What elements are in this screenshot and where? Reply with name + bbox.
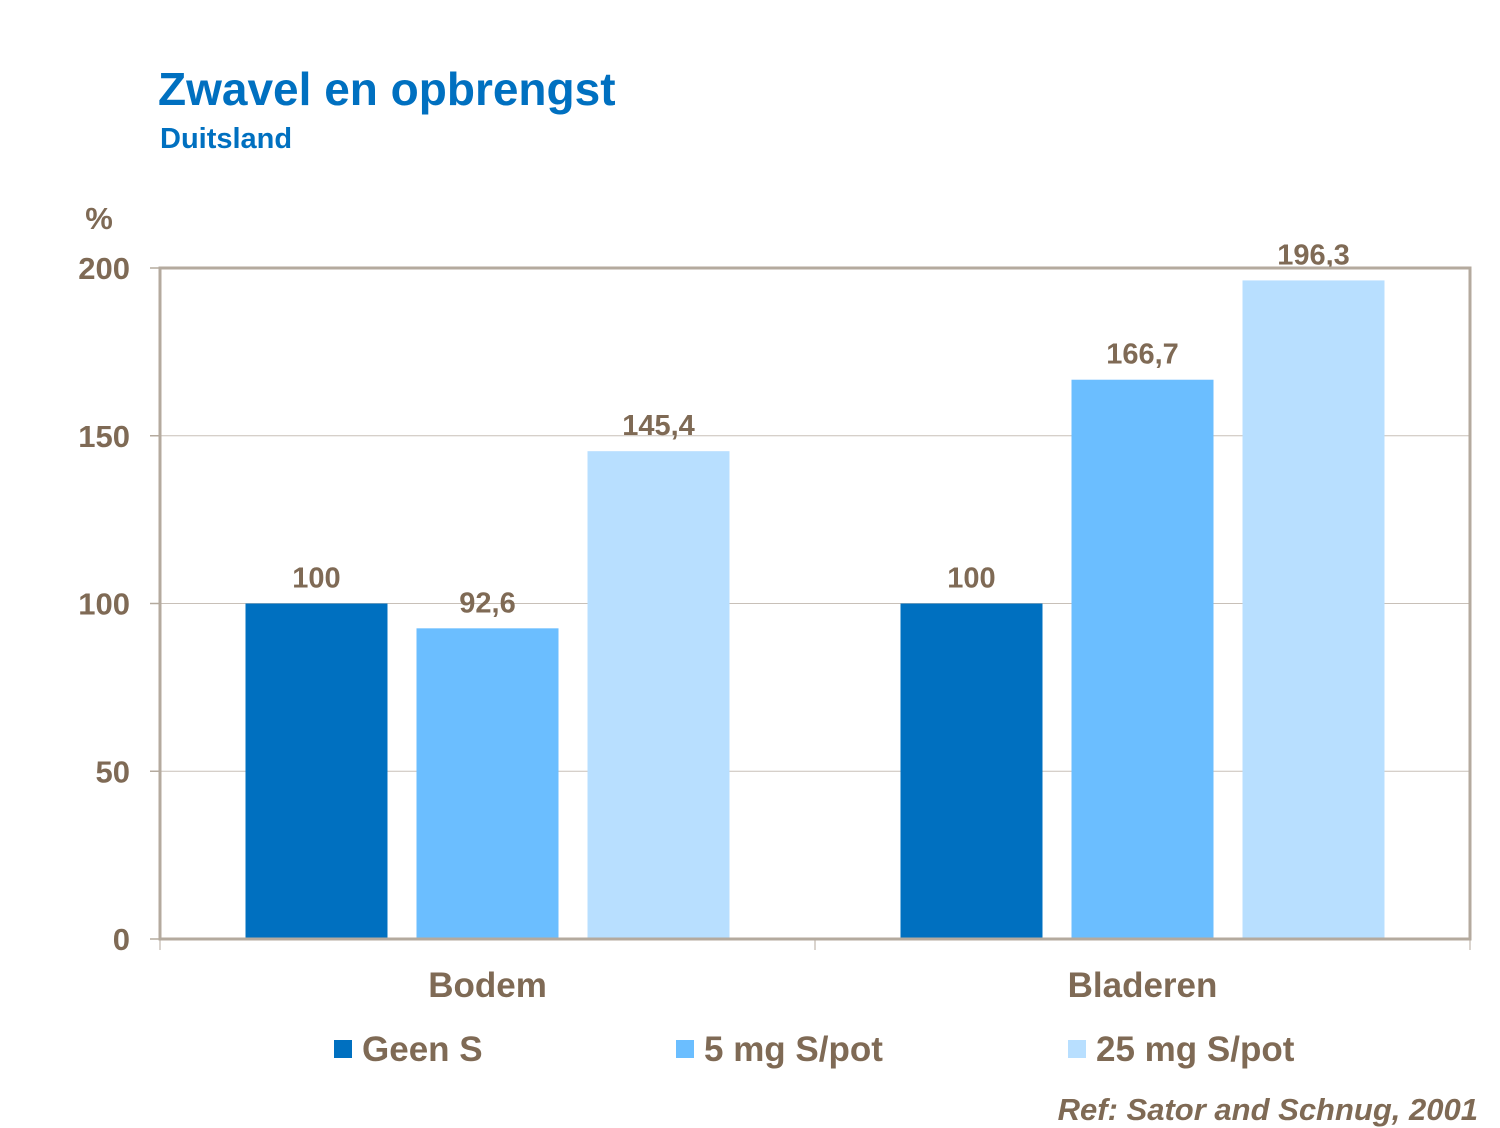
legend-label: Geen S [362, 1030, 483, 1069]
y-tick-label: 50 [96, 754, 130, 789]
data-label: 196,3 [1277, 239, 1350, 271]
chart-title: Zwavel en opbrengst [158, 63, 616, 115]
data-label: 100 [947, 563, 995, 595]
reference-note: Ref: Sator and Schnug, 2001 [1057, 1092, 1478, 1127]
legend-swatch-1 [334, 1040, 352, 1058]
y-tick-label: 150 [78, 419, 130, 454]
y-tick-label: 200 [78, 251, 130, 286]
bar-bladeren-3 [1242, 280, 1385, 939]
data-label: 92,6 [459, 587, 515, 619]
legend-label: 25 mg S/pot [1096, 1030, 1295, 1069]
x-tick-label: Bodem [428, 966, 547, 1005]
data-label: 166,7 [1106, 339, 1179, 371]
data-label: 100 [292, 563, 340, 595]
plot-frame [158, 266, 1472, 941]
bar-bodem-1 [245, 603, 388, 939]
chart-subtitle: Duitsland [160, 123, 293, 155]
data-label: 145,4 [622, 410, 695, 442]
bar-bladeren-1 [900, 603, 1043, 939]
legend-swatch-2 [676, 1040, 694, 1058]
legend-swatch-3 [1068, 1040, 1086, 1058]
bar-bodem-3 [587, 451, 730, 939]
x-tick-label: Bladeren [1068, 966, 1218, 1005]
bar-bladeren-2 [1071, 379, 1214, 939]
y-axis-label: % [85, 201, 113, 236]
bar-bodem-2 [416, 628, 559, 939]
legend-label: 5 mg S/pot [704, 1030, 883, 1069]
y-tick-label: 100 [78, 587, 130, 622]
y-tick-label: 0 [113, 922, 130, 957]
